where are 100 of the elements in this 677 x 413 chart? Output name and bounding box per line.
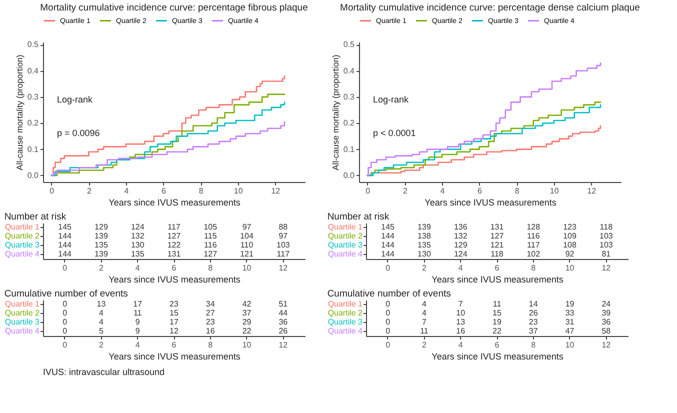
data-label: 37 [528,326,538,336]
y-tick-label: Quartile 2 [328,232,364,240]
y-tick-label: Quartile 1 [328,222,364,232]
y-tick-label: 0.1 [27,144,40,154]
x-tick-label: 0 [386,340,391,350]
data-label: 144 [381,240,396,250]
x-tick-label: 10 [550,186,560,196]
data-label: 31 [565,318,575,326]
data-label: 16 [206,326,216,336]
x-axis-title: Years since IVUS measurements [424,198,557,208]
data-label: 33 [565,308,575,318]
x-tick-label: 12 [587,186,597,196]
data-label: 136 [454,222,468,232]
y-tick-label: 0.4 [27,66,40,76]
data-label: 44 [278,308,288,318]
data-label: 110 [240,240,254,250]
data-label: 117 [168,222,181,232]
data-label: 122 [167,240,182,250]
chart-title: Number at risk [4,212,66,222]
data-label: 123 [563,222,577,232]
data-label: 128 [526,222,541,232]
x-tick-label: 0 [386,264,391,272]
data-label: 130 [418,250,432,258]
x-tick-label: 2 [98,264,104,272]
data-label: 81 [602,250,612,258]
chart-title: Mortality cumulative incidence curve: percentage fibrous plaque [40,2,308,14]
data-label: 121 [240,250,254,258]
data-label: 97 [278,232,288,240]
x-axis-title: Years since IVUS measurements [108,352,241,362]
y-tick-label: Quartile 4 [328,250,364,258]
x-tick-label: 2 [86,186,92,196]
data-label: 132 [454,232,468,240]
x-tick-label: 12 [278,264,288,272]
data-label: 139 [418,222,432,232]
data-label: 124 [130,222,145,232]
data-label: 135 [94,240,108,250]
x-tick-label: 4 [135,264,140,272]
y-tick-label: 0.2 [27,118,40,128]
data-label: 12 [170,326,179,336]
data-label: 0 [386,308,391,318]
data-label: 19 [565,300,575,308]
data-label: 138 [418,232,432,240]
chart-title: Cumulative number of events [327,288,452,300]
data-label: 117 [527,240,540,250]
data-label: 42 [242,300,252,308]
x-tick-label: 6 [494,340,500,350]
y-tick-label: 0.5 [343,40,356,50]
data-label: 22 [492,326,502,336]
data-label: 13 [96,300,106,308]
data-label: 108 [563,240,577,250]
data-label: 139 [94,250,108,258]
data-label: 19 [492,318,502,326]
data-label: 116 [204,240,218,250]
data-label: 11 [420,326,429,336]
x-tick-label: 12 [602,340,612,350]
data-label: 109 [563,232,577,240]
y-tick-label: Quartile 4 [4,326,40,336]
data-label: 17 [133,300,143,308]
x-tick-label: 2 [402,186,408,196]
data-label: 118 [490,250,504,258]
data-label: 11 [492,300,502,308]
data-label: 51 [278,300,288,308]
x-tick-label: 4 [124,186,130,196]
data-label: 0 [62,300,68,308]
data-label: 127 [167,232,182,240]
data-label: 29 [242,318,252,326]
x-tick-label: 12 [271,186,281,196]
data-label: 115 [204,232,218,240]
y-tick-label: Quartile 2 [4,232,40,240]
x-tick-label: 10 [242,264,252,272]
data-label: 17 [170,318,179,326]
data-label: 118 [600,222,614,232]
data-label: 129 [454,240,468,250]
data-label: 103 [599,240,614,250]
data-label: 131 [490,222,504,232]
data-label: 23 [170,300,179,308]
y-tick-label: Quartile 4 [4,250,40,258]
data-label: 127 [204,250,218,258]
data-label: 34 [206,300,216,308]
annotation: Log-rank [57,94,94,104]
x-axis-title: Years since IVUS measurements [432,274,564,284]
data-label: 145 [381,222,396,232]
data-label: 0 [62,318,68,326]
data-label: 102 [526,250,541,258]
y-tick-label: Quartile 2 [328,308,364,318]
chart-title: Mortality cumulative incidence curve: percentage dense calcium plaque [340,2,640,14]
data-label: 37 [242,308,252,318]
data-label: 9 [135,318,140,326]
x-tick-label: 8 [208,264,214,272]
annotation: Log-rank [373,94,410,104]
data-label: 36 [602,318,612,326]
x-tick-label: 10 [242,340,252,350]
x-tick-label: 10 [565,340,575,350]
x-tick-label: 2 [422,340,427,350]
data-label: 124 [454,250,468,258]
x-tick-label: 6 [494,264,500,272]
data-label: 23 [528,318,538,326]
x-tick-label: 4 [135,340,140,350]
data-label: 4 [422,300,427,308]
data-label: 10 [456,308,466,318]
